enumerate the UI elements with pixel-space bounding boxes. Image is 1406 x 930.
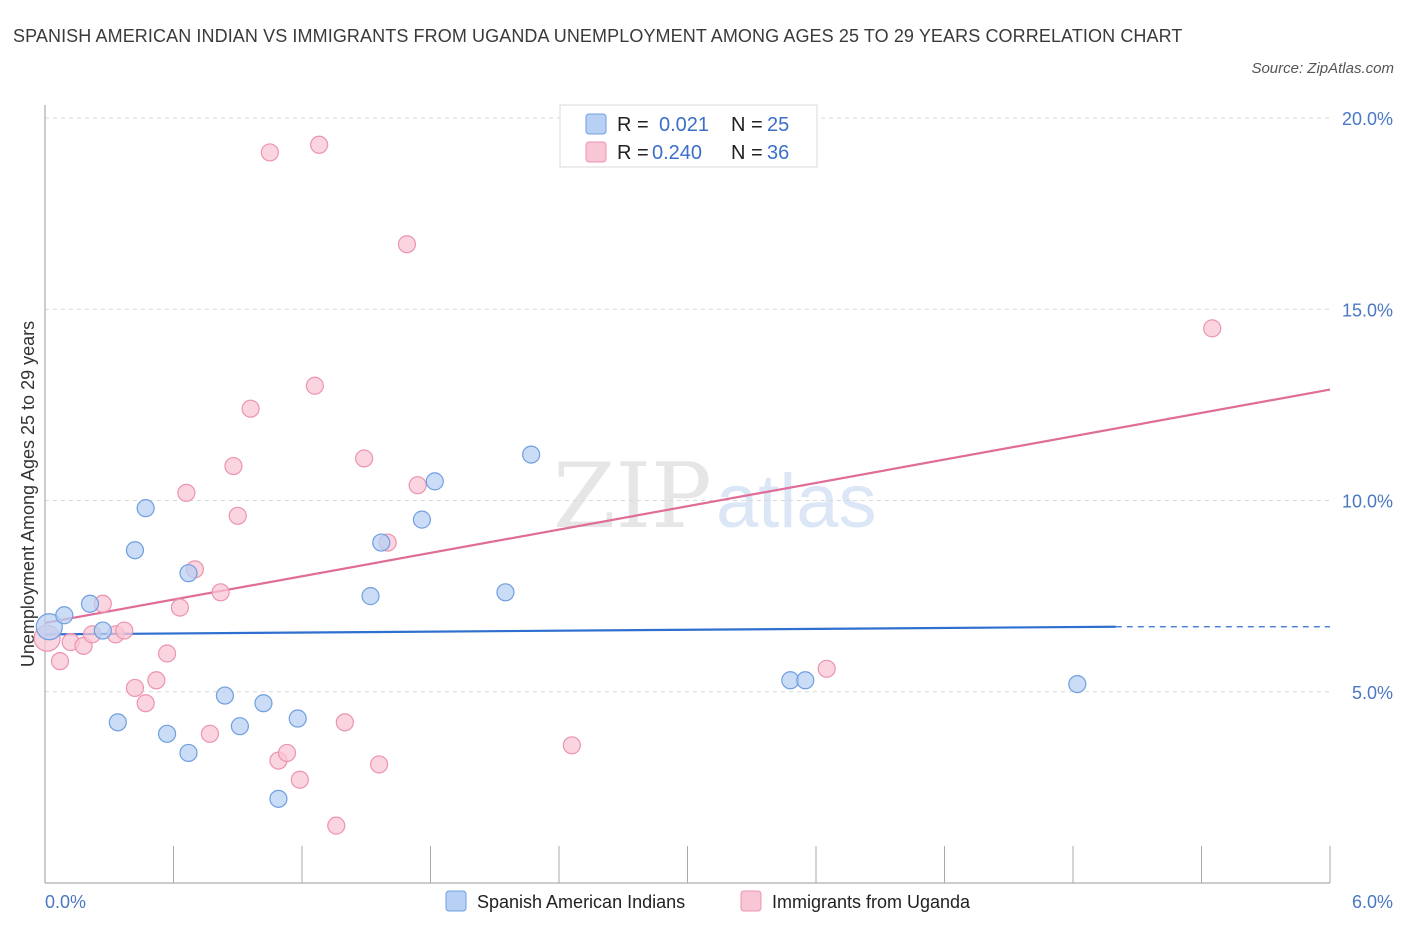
watermark-zip: ZIP (553, 444, 712, 549)
point-immigrants-from-uganda (228, 506, 247, 525)
y-tick-label: 5.0% (1352, 683, 1393, 703)
point-immigrants-from-uganda (310, 135, 329, 154)
y-tick-label: 10.0% (1342, 492, 1393, 512)
point-spanish-american-indians (288, 709, 307, 728)
point-immigrants-from-uganda (260, 143, 279, 162)
trend-lines (44, 388, 1331, 636)
y-tick-labels: 5.0% 10.0% 15.0% 20.0% (1342, 109, 1393, 703)
y-tick-label: 15.0% (1342, 300, 1393, 320)
series-legend-label-1: Spanish American Indians (477, 892, 685, 912)
point-immigrants-from-uganda (241, 399, 260, 418)
legend-r-value-1: 0.021 (659, 114, 709, 136)
point-immigrants-from-uganda (200, 724, 220, 743)
point-spanish-american-indians (412, 510, 432, 529)
point-immigrants-from-uganda (211, 583, 230, 602)
point-immigrants-from-uganda (817, 659, 836, 678)
point-immigrants-from-uganda (177, 483, 196, 502)
trend-line-spanish-american-indians (44, 625, 1116, 636)
point-immigrants-from-uganda (224, 456, 243, 476)
point-spanish-american-indians (108, 713, 127, 732)
x-tick-label-max: 6.0% (1352, 892, 1393, 912)
point-immigrants-from-uganda (327, 816, 346, 835)
legend-swatch-pink (585, 141, 607, 163)
point-spanish-american-indians (496, 583, 515, 602)
trend-line-immigrants-from-uganda (44, 388, 1331, 624)
point-spanish-american-indians (157, 724, 177, 743)
point-spanish-american-indians (93, 621, 112, 640)
point-immigrants-from-uganda (335, 713, 354, 732)
point-spanish-american-indians (230, 717, 249, 736)
y-axis-label: Unemployment Among Ages 25 to 29 years (18, 321, 38, 667)
legend-r-value-2: 0.240 (652, 142, 702, 164)
x-tick-label-min: 0.0% (45, 892, 86, 912)
point-spanish-american-indians (522, 445, 541, 464)
y-tick-label: 20.0% (1342, 109, 1393, 129)
series-legend-swatch-pink (740, 890, 762, 912)
point-immigrants-from-uganda (50, 652, 70, 671)
x-tick-labels: 0.0% 6.0% (45, 892, 1393, 912)
gridlines (45, 117, 1330, 693)
series-legend: Spanish American Indians Immigrants from… (445, 890, 971, 912)
legend-n-label-2: N = (731, 142, 763, 164)
point-immigrants-from-uganda (562, 736, 581, 755)
point-immigrants-from-uganda (1203, 319, 1222, 338)
point-spanish-american-indians (35, 613, 63, 641)
point-spanish-american-indians (425, 472, 444, 491)
chart-title: SPANISH AMERICAN INDIAN VS IMMIGRANTS FR… (13, 26, 1183, 46)
point-spanish-american-indians (179, 743, 198, 763)
point-spanish-american-indians (254, 694, 273, 713)
point-immigrants-from-uganda (277, 743, 297, 763)
data-points (33, 135, 1222, 835)
point-immigrants-from-uganda (125, 678, 145, 698)
point-immigrants-from-uganda (397, 235, 417, 254)
axes (44, 105, 1331, 884)
point-spanish-american-indians (136, 499, 155, 518)
point-spanish-american-indians (796, 671, 815, 690)
point-spanish-american-indians (179, 564, 198, 583)
point-spanish-american-indians (215, 686, 234, 705)
point-spanish-american-indians (1068, 674, 1087, 694)
point-spanish-american-indians (372, 533, 391, 552)
point-spanish-american-indians (80, 594, 100, 613)
point-spanish-american-indians (361, 587, 380, 606)
watermark: ZIP atlas (553, 444, 877, 549)
point-spanish-american-indians (269, 789, 288, 808)
legend-n-value-1: 25 (767, 114, 789, 136)
legend-n-label-1: N = (731, 114, 763, 136)
series-legend-swatch-blue (445, 890, 467, 912)
legend-swatch-blue (585, 113, 607, 135)
legend-r-label-1: R = (617, 114, 649, 136)
point-immigrants-from-uganda (370, 755, 389, 774)
legend-n-value-2: 36 (767, 142, 789, 164)
point-immigrants-from-uganda (115, 621, 134, 640)
point-spanish-american-indians (125, 541, 145, 560)
point-immigrants-from-uganda (157, 644, 177, 663)
watermark-atlas: atlas (716, 459, 877, 544)
point-immigrants-from-uganda (305, 376, 324, 395)
source-label: Source: ZipAtlas.com (1251, 60, 1394, 77)
legend-box: R = 0.021 N = 25 R = 0.240 N = 36 (559, 104, 818, 168)
legend-r-label-2: R = (617, 142, 649, 164)
point-immigrants-from-uganda (355, 449, 374, 468)
point-spanish-american-indians (55, 606, 74, 625)
point-immigrants-from-uganda (147, 671, 166, 690)
series-legend-label-2: Immigrants from Uganda (772, 892, 971, 912)
point-immigrants-from-uganda (290, 770, 309, 789)
point-immigrants-from-uganda (408, 476, 427, 495)
point-immigrants-from-uganda (170, 598, 190, 617)
point-immigrants-from-uganda (136, 694, 155, 713)
